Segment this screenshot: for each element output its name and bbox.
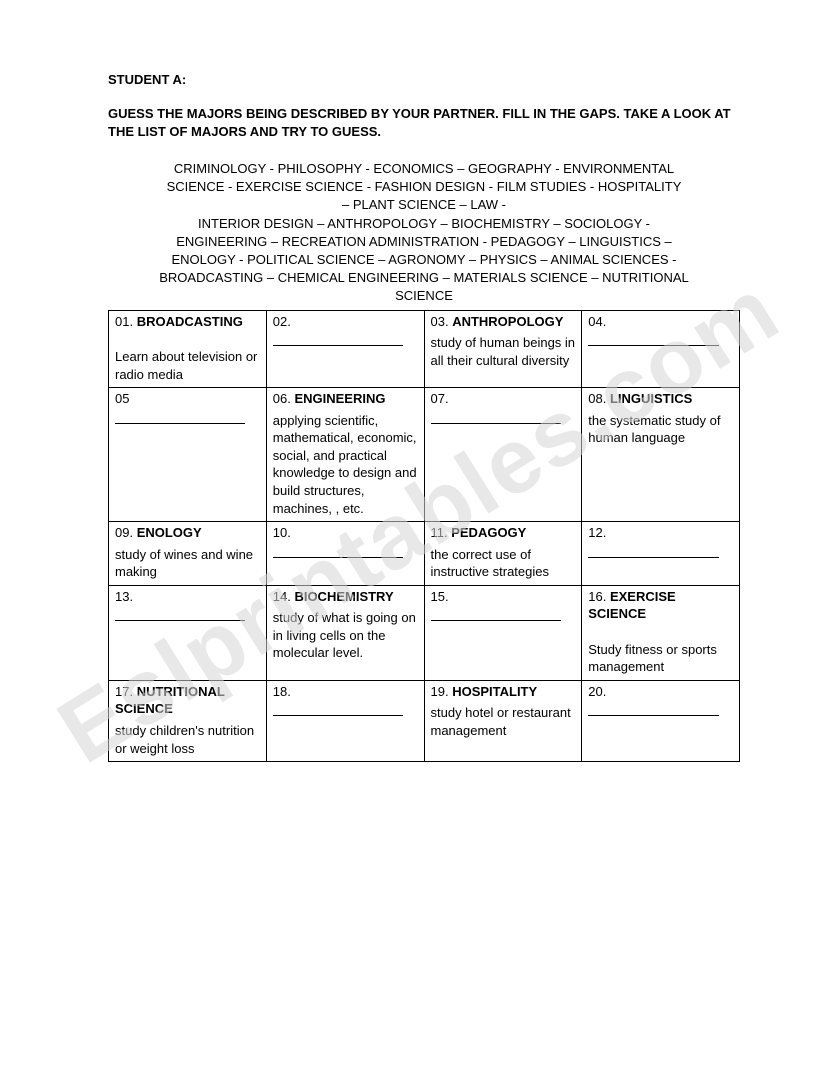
cell-description: the correct use of instructive strategie… <box>431 546 576 581</box>
cell-number: 06. <box>273 391 295 406</box>
table-row: 05 06. ENGINEERING applying scientific, ma… <box>109 388 740 522</box>
cell-title: LINGUISTICS <box>610 391 692 406</box>
student-label: STUDENT A: <box>108 72 740 87</box>
cell-description: applying scientific, mathematical, econo… <box>273 412 418 517</box>
table-cell: 10. <box>266 522 424 586</box>
cell-number: 11. <box>431 525 452 540</box>
table-row: 17. NUTRITIONAL SCIENCEstudy children's … <box>109 680 740 761</box>
worksheet-table: 01. BROADCASTING Learn about television o… <box>108 310 740 762</box>
cell-number: 08. <box>588 391 610 406</box>
majors-line: SCIENCE <box>108 287 740 305</box>
majors-line: BROADCASTING – CHEMICAL ENGINEERING – MA… <box>108 269 740 287</box>
table-cell: 11. PEDAGOGY the correct use of instructi… <box>424 522 582 586</box>
cell-description: the systematic study of human language <box>588 412 733 447</box>
table-cell: 19. HOSPITALITY study hotel or restaurant… <box>424 680 582 761</box>
cell-number: 20. <box>588 684 606 699</box>
cell-description: study of what is going on in living cell… <box>273 609 418 662</box>
cell-number: 17. <box>115 684 137 699</box>
cell-number: 04. <box>588 314 606 329</box>
majors-line: CRIMINOLOGY - PHILOSOPHY - ECONOMICS – G… <box>108 160 740 178</box>
cell-description: Learn about television or radio media <box>115 348 260 383</box>
table-cell: 06. ENGINEERING applying scientific, math… <box>266 388 424 522</box>
cell-number: 01. <box>115 314 137 329</box>
table-cell: 14. BIOCHEMISTRY study of what is going o… <box>266 585 424 680</box>
blank-fill-line[interactable] <box>115 607 245 621</box>
table-cell: 15. <box>424 585 582 680</box>
table-cell: 12. <box>582 522 740 586</box>
majors-line: ENOLOGY - POLITICAL SCIENCE – AGRONOMY –… <box>108 251 740 269</box>
cell-title: ANTHROPOLOGY <box>452 314 563 329</box>
instructions-text: GUESS THE MAJORS BEING DESCRIBED BY YOUR… <box>108 105 740 140</box>
table-cell: 02. <box>266 310 424 388</box>
cell-title: ENOLOGY <box>137 525 202 540</box>
cell-title: BROADCASTING <box>137 314 243 329</box>
cell-number: 02. <box>273 314 291 329</box>
cell-number: 12. <box>588 525 606 540</box>
cell-description: study hotel or restaurant management <box>431 704 576 739</box>
cell-description: study of human beings in all their cultu… <box>431 334 576 369</box>
table-cell: 20. <box>582 680 740 761</box>
blank-fill-line[interactable] <box>115 410 245 424</box>
cell-number: 09. <box>115 525 137 540</box>
table-cell: 04. <box>582 310 740 388</box>
cell-number: 15. <box>431 589 449 604</box>
cell-number: 10. <box>273 525 291 540</box>
table-cell: 13. <box>109 585 267 680</box>
cell-number: 14. <box>273 589 295 604</box>
cell-number: 19. <box>431 684 453 699</box>
cell-title: ENGINEERING <box>294 391 385 406</box>
cell-title: BIOCHEMISTRY <box>294 589 393 604</box>
cell-title: PEDAGOGY <box>451 525 526 540</box>
table-cell: 03. ANTHROPOLOGY study of human beings in… <box>424 310 582 388</box>
cell-title: HOSPITALITY <box>452 684 537 699</box>
blank-fill-line[interactable] <box>273 702 403 716</box>
table-cell: 16. EXERCISE SCIENCEStudy fitness or spo… <box>582 585 740 680</box>
blank-fill-line[interactable] <box>273 332 403 346</box>
blank-fill-line[interactable] <box>588 544 718 558</box>
table-row: 13. 14. BIOCHEMISTRY study of what is goin… <box>109 585 740 680</box>
blank-fill-line[interactable] <box>588 702 718 716</box>
table-cell: 09. ENOLOGY study of wines and wine makin… <box>109 522 267 586</box>
table-cell: 17. NUTRITIONAL SCIENCEstudy children's … <box>109 680 267 761</box>
cell-number: 16. <box>588 589 610 604</box>
table-cell: 08. LINGUISTICS the systematic study of h… <box>582 388 740 522</box>
cell-description: Study fitness or sports management <box>588 641 733 676</box>
table-row: 01. BROADCASTING Learn about television o… <box>109 310 740 388</box>
majors-list: CRIMINOLOGY - PHILOSOPHY - ECONOMICS – G… <box>108 160 740 306</box>
cell-number: 07. <box>431 391 449 406</box>
cell-number: 03. <box>431 314 453 329</box>
blank-fill-line[interactable] <box>273 544 403 558</box>
table-cell: 01. BROADCASTING Learn about television o… <box>109 310 267 388</box>
table-cell: 05 <box>109 388 267 522</box>
majors-line: – PLANT SCIENCE – LAW - <box>108 196 740 214</box>
blank-fill-line[interactable] <box>431 410 561 424</box>
cell-number: 18. <box>273 684 291 699</box>
table-cell: 18. <box>266 680 424 761</box>
majors-line: INTERIOR DESIGN – ANTHROPOLOGY – BIOCHEM… <box>108 215 740 233</box>
cell-description: study of wines and wine making <box>115 546 260 581</box>
blank-fill-line[interactable] <box>588 332 718 346</box>
blank-fill-line[interactable] <box>431 607 561 621</box>
majors-line: SCIENCE - EXERCISE SCIENCE - FASHION DES… <box>108 178 740 196</box>
table-row: 09. ENOLOGY study of wines and wine makin… <box>109 522 740 586</box>
cell-number: 13. <box>115 589 133 604</box>
table-cell: 07. <box>424 388 582 522</box>
majors-line: ENGINEERING – RECREATION ADMINISTRATION … <box>108 233 740 251</box>
cell-description: study children's nutrition or weight los… <box>115 722 260 757</box>
cell-number: 05 <box>115 391 129 406</box>
